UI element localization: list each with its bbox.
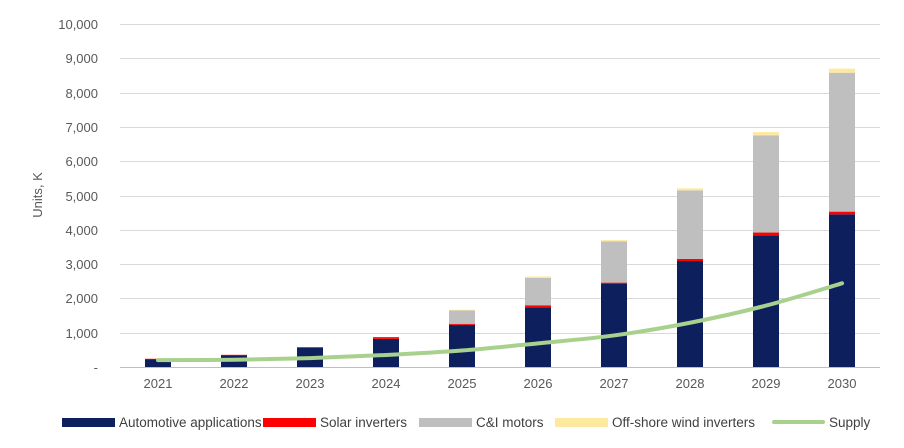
- x-tick-label: 2026: [524, 376, 553, 391]
- bar-segment-c-i-motors: [829, 72, 855, 212]
- bar-segment-solar-inverters: [753, 232, 779, 236]
- bar-segment-solar-inverters: [525, 305, 551, 308]
- legend-item-offshore-wind: Off-shore wind inverters: [555, 410, 755, 434]
- legend-label-offshore-wind: Off-shore wind inverters: [612, 414, 756, 430]
- bar-segment-solar-inverters: [297, 347, 323, 348]
- legend-label-solar: Solar inverters: [320, 414, 408, 430]
- bar-segment-c-i-motors: [753, 135, 779, 233]
- y-tick-label: 6,000: [65, 154, 98, 169]
- supply-line-path: [156, 281, 844, 363]
- x-tick-label: 2021: [144, 376, 173, 391]
- bars: [145, 68, 855, 367]
- y-axis-ticks: - 1,000 2,000 3,000 4,000 5,000 6,000 7,000 8,00…: [58, 17, 98, 375]
- bar-segment-c-i-motors: [449, 310, 475, 324]
- bar-segment-automotive-applications: [525, 307, 551, 367]
- y-axis-label: Units, K: [30, 172, 45, 218]
- bar-segment-c-i-motors: [525, 277, 551, 306]
- bar-segment-off-shore-wind-inverters: [753, 132, 779, 136]
- gridlines: [120, 24, 880, 368]
- x-tick-label: 2030: [828, 376, 857, 391]
- x-tick-label: 2024: [372, 376, 401, 391]
- bar-segment-automotive-applications: [677, 261, 703, 367]
- bar-segment-solar-inverters: [221, 354, 247, 356]
- x-axis-ticks: 2021 2022 2023 2024 2025 2026 2027 2028 2029 2030: [144, 376, 857, 391]
- y-tick-label: -: [94, 360, 98, 375]
- legend-swatch-supply: [772, 420, 825, 424]
- y-tick-label: 4,000: [65, 223, 98, 238]
- bar-segment-solar-inverters: [829, 211, 855, 215]
- x-tick-label: 2029: [752, 376, 781, 391]
- legend-swatch-solar: [263, 417, 316, 427]
- y-tick-label: 5,000: [65, 189, 98, 204]
- bar-segment-automotive-applications: [449, 324, 475, 367]
- legend-item-solar: Solar inverters: [263, 410, 407, 434]
- bar-segment-automotive-applications: [829, 214, 855, 367]
- x-tick-label: 2028: [676, 376, 705, 391]
- legend-item-supply: Supply: [772, 410, 870, 434]
- bar-segment-c-i-motors: [677, 190, 703, 259]
- bar-segment-solar-inverters: [677, 258, 703, 262]
- y-tick-label: 1,000: [65, 326, 98, 341]
- bar-segment-solar-inverters: [601, 282, 627, 284]
- y-tick-label: 3,000: [65, 257, 98, 272]
- y-tick-label: 9,000: [65, 51, 98, 66]
- y-tick-label: 7,000: [65, 120, 98, 135]
- legend-item-ci-motors: C&I motors: [419, 410, 544, 434]
- bar-segment-off-shore-wind-inverters: [525, 276, 551, 278]
- bar-segment-solar-inverters: [449, 323, 475, 325]
- y-tick-label: 8,000: [65, 86, 98, 101]
- legend: Automotive applications Solar inverters …: [0, 410, 904, 434]
- bar-segment-solar-inverters: [373, 337, 399, 339]
- legend-swatch-ci-motors: [419, 417, 472, 427]
- y-tick-label: 2,000: [65, 291, 98, 306]
- x-tick-label: 2023: [296, 376, 325, 391]
- bar-segment-automotive-applications: [601, 283, 627, 367]
- x-tick-label: 2025: [448, 376, 477, 391]
- legend-item-automotive: Automotive applications: [62, 410, 262, 434]
- x-tick-label: 2022: [220, 376, 249, 391]
- legend-label-automotive: Automotive applications: [119, 414, 262, 430]
- bar-segment-off-shore-wind-inverters: [829, 68, 855, 73]
- bar-segment-c-i-motors: [601, 241, 627, 283]
- bar-segment-automotive-applications: [145, 359, 171, 367]
- bar-segment-off-shore-wind-inverters: [601, 240, 627, 242]
- legend-swatch-offshore-wind: [555, 417, 608, 427]
- legend-swatch-automotive: [62, 417, 115, 427]
- bar-segment-off-shore-wind-inverters: [677, 188, 703, 191]
- supply-line: [156, 281, 844, 363]
- x-tick-label: 2027: [600, 376, 629, 391]
- y-tick-label: 10,000: [58, 17, 98, 32]
- legend-label-supply: Supply: [829, 414, 871, 430]
- legend-label-ci-motors: C&I motors: [476, 414, 544, 430]
- bar-segment-off-shore-wind-inverters: [449, 309, 475, 311]
- bar-segment-automotive-applications: [753, 235, 779, 367]
